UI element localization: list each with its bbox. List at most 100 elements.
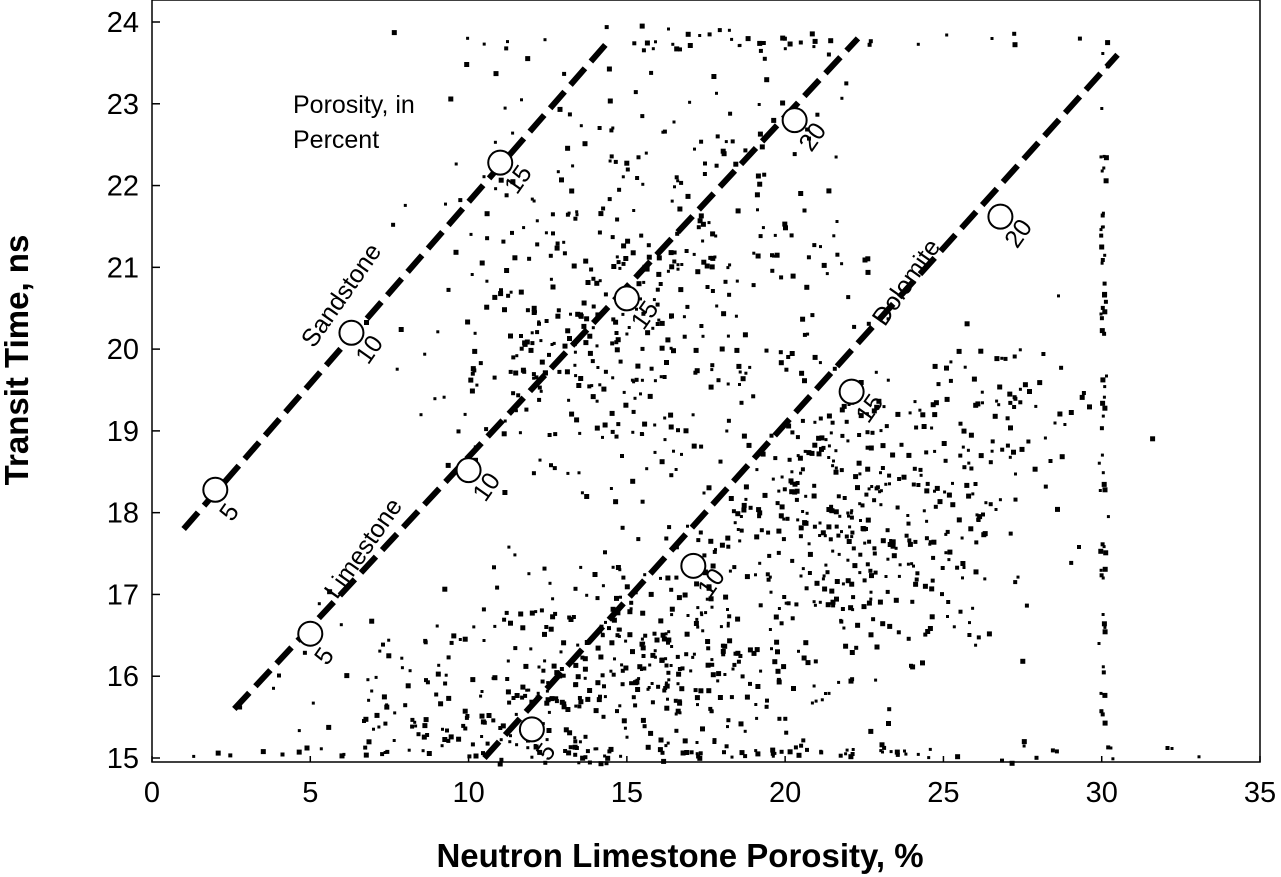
scatter-point xyxy=(968,432,974,438)
scatter-point xyxy=(573,662,579,668)
scatter-point xyxy=(555,241,560,246)
scatter-point xyxy=(645,330,651,336)
scatter-point xyxy=(650,682,654,685)
scatter-point xyxy=(1077,545,1081,549)
scatter-point xyxy=(614,347,620,353)
scatter-point xyxy=(469,388,475,394)
scatter-point xyxy=(649,366,654,371)
scatter-point xyxy=(619,754,623,758)
scatter-point xyxy=(895,752,900,757)
scatter-point xyxy=(727,292,732,297)
x-tick-label: 30 xyxy=(1086,777,1118,809)
scatter-point xyxy=(598,761,604,767)
scatter-point xyxy=(890,543,896,549)
scatter-point xyxy=(1026,439,1031,444)
scatter-point xyxy=(1099,244,1105,250)
scatter-point xyxy=(870,430,875,435)
scatter-point xyxy=(790,558,795,563)
scatter-point xyxy=(889,750,893,754)
scatter-point xyxy=(913,539,918,544)
scatter-point xyxy=(400,656,404,660)
scatter-point xyxy=(684,652,689,657)
scatter-point xyxy=(757,510,763,516)
scatter-point xyxy=(507,700,512,705)
scatter-point xyxy=(508,740,512,744)
scatter-point xyxy=(582,666,588,672)
scatter-point xyxy=(625,167,630,172)
scatter-point xyxy=(736,528,740,531)
scatter-point xyxy=(778,350,783,355)
scatter-point xyxy=(546,728,552,733)
scatter-point xyxy=(786,601,791,606)
scatter-point xyxy=(674,728,679,733)
scatter-point xyxy=(611,565,615,569)
scatter-point xyxy=(567,211,571,215)
scatter-point xyxy=(437,663,441,667)
scatter-point xyxy=(850,535,854,539)
scatter-point xyxy=(614,331,619,335)
scatter-point xyxy=(765,572,770,577)
scatter-point xyxy=(984,501,988,505)
x-tick-label: 35 xyxy=(1244,777,1276,809)
scatter-point xyxy=(551,231,555,236)
scatter-point xyxy=(611,264,617,269)
scatter-point xyxy=(802,332,807,337)
scatter-point xyxy=(509,734,512,738)
scatter-point xyxy=(546,681,550,685)
scatter-point xyxy=(695,269,701,275)
scatter-point xyxy=(866,321,871,326)
scatter-point xyxy=(654,637,660,643)
scatter-point xyxy=(930,426,934,430)
scatter-point xyxy=(818,361,822,365)
scatter-point xyxy=(410,724,415,729)
scatter-point xyxy=(665,337,671,343)
scatter-point xyxy=(456,736,462,742)
scatter-point xyxy=(613,499,619,505)
scatter-point xyxy=(853,474,859,480)
scatter-point xyxy=(567,336,572,341)
scatter-point xyxy=(801,510,805,513)
scatter-point xyxy=(1097,461,1101,465)
scatter-point xyxy=(840,96,844,100)
scatter-point xyxy=(1032,466,1038,472)
scatter-point xyxy=(735,208,741,214)
scatter-point xyxy=(1100,107,1104,110)
scatter-point xyxy=(677,667,682,671)
scatter-point xyxy=(594,425,600,431)
scatter-point xyxy=(670,613,674,617)
scatter-point xyxy=(739,400,744,405)
scatter-point xyxy=(930,402,936,408)
scatter-point xyxy=(748,365,752,369)
scatter-point xyxy=(864,492,869,497)
scatter-point xyxy=(712,740,717,744)
scatter-point xyxy=(339,753,345,759)
scatter-point xyxy=(806,332,810,336)
scatter-point xyxy=(369,618,375,624)
scatter-point xyxy=(1101,414,1105,418)
scatter-point xyxy=(1018,400,1023,405)
scatter-point xyxy=(1103,253,1107,257)
scatter-point xyxy=(556,170,560,174)
scatter-point xyxy=(1021,739,1027,745)
scatter-point xyxy=(839,618,843,622)
scatter-point xyxy=(696,703,699,707)
scatter-point xyxy=(968,621,971,625)
scatter-point xyxy=(879,429,883,433)
scatter-point xyxy=(603,695,607,699)
scatter-point xyxy=(1069,560,1074,565)
scatter-point xyxy=(1034,755,1039,760)
scatter-point xyxy=(780,35,786,41)
scatter-point xyxy=(1012,405,1017,409)
scatter-point xyxy=(549,463,553,468)
scatter-point xyxy=(699,444,704,449)
scatter-point xyxy=(784,601,788,605)
scatter-point xyxy=(639,233,644,238)
scatter-point xyxy=(693,370,698,375)
scatter-point xyxy=(982,531,988,537)
scatter-point xyxy=(659,576,662,580)
scatter-point xyxy=(215,750,221,756)
scatter-point xyxy=(818,521,822,525)
scatter-point xyxy=(925,629,931,634)
scatter-point xyxy=(973,569,979,575)
scatter-point xyxy=(730,139,735,144)
